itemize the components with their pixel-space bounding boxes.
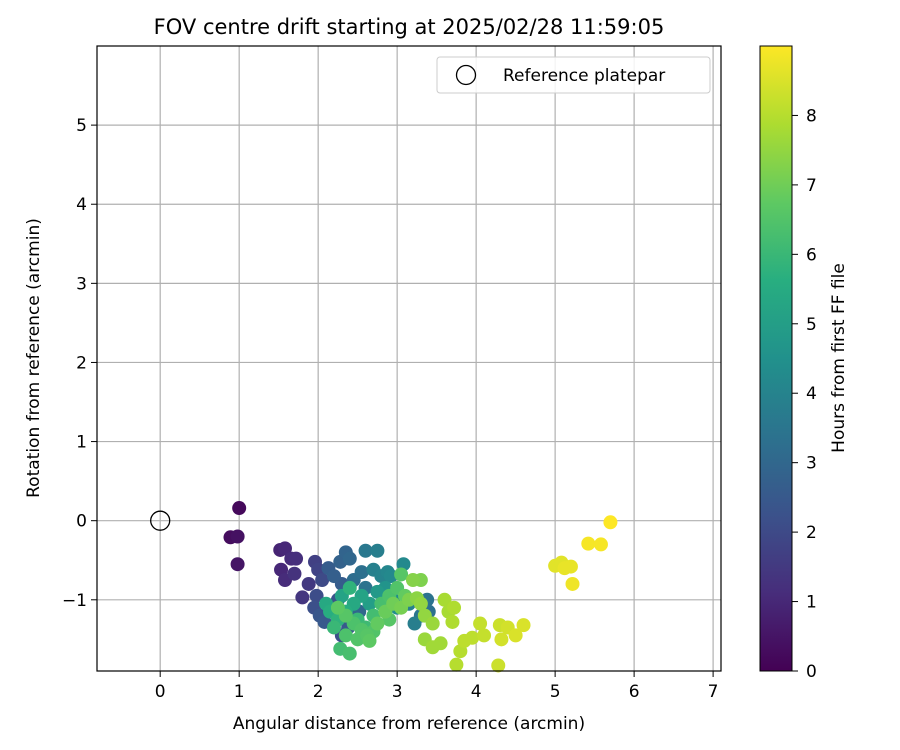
data-point [433, 636, 448, 651]
colorbar-tick-label: 7 [806, 176, 817, 196]
y-tick-label: 3 [76, 274, 87, 294]
data-point [342, 580, 357, 595]
y-tick-label: 1 [76, 433, 87, 453]
colorbar-tick-label: 3 [806, 454, 817, 474]
data-point [405, 573, 420, 588]
data-point [447, 600, 462, 615]
data-points [223, 501, 618, 673]
colorbar: 0 1 2 3 4 5 6 7 8 Hours from first FF file [759, 45, 849, 682]
data-point [326, 620, 341, 635]
data-point [383, 569, 398, 584]
data-point [425, 616, 440, 631]
y-tick-label: 5 [76, 116, 87, 136]
colorbar-tick-label: 0 [806, 662, 817, 682]
data-point [449, 657, 464, 672]
data-point [563, 559, 578, 574]
data-point [358, 543, 373, 558]
data-point [301, 576, 316, 591]
legend-marker [455, 64, 477, 86]
colorbar-ticks: 0 1 2 3 4 5 6 7 8 [792, 106, 817, 682]
y-tick-label: 0 [76, 512, 87, 532]
data-point [477, 628, 492, 643]
data-point [370, 584, 385, 599]
data-point [289, 551, 304, 566]
data-point [516, 618, 531, 633]
data-point [370, 616, 385, 631]
data-point [413, 596, 428, 611]
y-axis-label: Rotation from reference (arcmin) [24, 218, 44, 498]
data-point [330, 600, 345, 615]
data-point [437, 592, 452, 607]
data-point [362, 633, 377, 648]
plot-frame [96, 45, 722, 672]
reference-point [150, 510, 171, 531]
colorbar-tick-label: 4 [806, 384, 817, 404]
colorbar-tick-label: 1 [806, 593, 817, 613]
data-point [465, 630, 480, 645]
colorbar-tick-label: 5 [806, 315, 817, 335]
x-tick-label: 4 [471, 682, 482, 702]
legend-box [436, 56, 711, 94]
data-point [354, 565, 369, 580]
data-point [394, 567, 409, 582]
reference-marker [150, 510, 171, 531]
x-tick-label: 3 [392, 682, 403, 702]
chart-title: FOV centre drift starting at 2025/02/28 … [154, 15, 665, 39]
data-point [295, 590, 310, 605]
data-point [565, 576, 580, 591]
data-point [338, 628, 353, 643]
y-tick-label: 2 [76, 353, 87, 373]
data-point [315, 573, 330, 588]
data-point [508, 628, 523, 643]
data-point [407, 616, 422, 631]
x-tick-label: 0 [155, 682, 166, 702]
data-point [309, 588, 324, 603]
data-point [593, 537, 608, 552]
legend-label: Reference platepar [503, 66, 665, 86]
x-tick-label: 6 [629, 682, 640, 702]
y-tick-label: 4 [76, 195, 87, 215]
data-point [230, 529, 245, 544]
colorbar-tick-label: 2 [806, 523, 817, 543]
colorbar-gradient [759, 45, 793, 672]
x-tick-label: 1 [234, 682, 245, 702]
data-point [232, 501, 247, 516]
data-point [342, 551, 357, 566]
data-point [277, 541, 292, 556]
x-tick-label: 5 [550, 682, 561, 702]
data-point [445, 614, 460, 629]
y-axis-ticks: −1 0 1 2 3 4 5 [62, 116, 97, 611]
grid-lines [97, 46, 721, 671]
data-point [494, 632, 509, 647]
x-tick-label: 7 [708, 682, 719, 702]
colorbar-tick-label: 8 [806, 106, 817, 126]
x-axis-label: Angular distance from reference (arcmin) [233, 714, 585, 734]
y-tick-label: −1 [62, 591, 87, 611]
legend: Reference platepar [436, 56, 711, 94]
colorbar-label: Hours from first FF file [829, 263, 849, 453]
data-point [491, 658, 506, 673]
data-point [342, 646, 357, 661]
data-point [287, 566, 302, 581]
data-point [603, 515, 618, 530]
data-point [230, 557, 245, 572]
colorbar-tick-label: 6 [806, 245, 817, 265]
data-point [370, 543, 385, 558]
x-tick-label: 2 [313, 682, 324, 702]
x-axis-ticks: 0 1 2 3 4 5 6 7 [155, 671, 719, 702]
data-point [473, 616, 488, 631]
data-point [581, 536, 596, 551]
data-point [326, 569, 341, 584]
